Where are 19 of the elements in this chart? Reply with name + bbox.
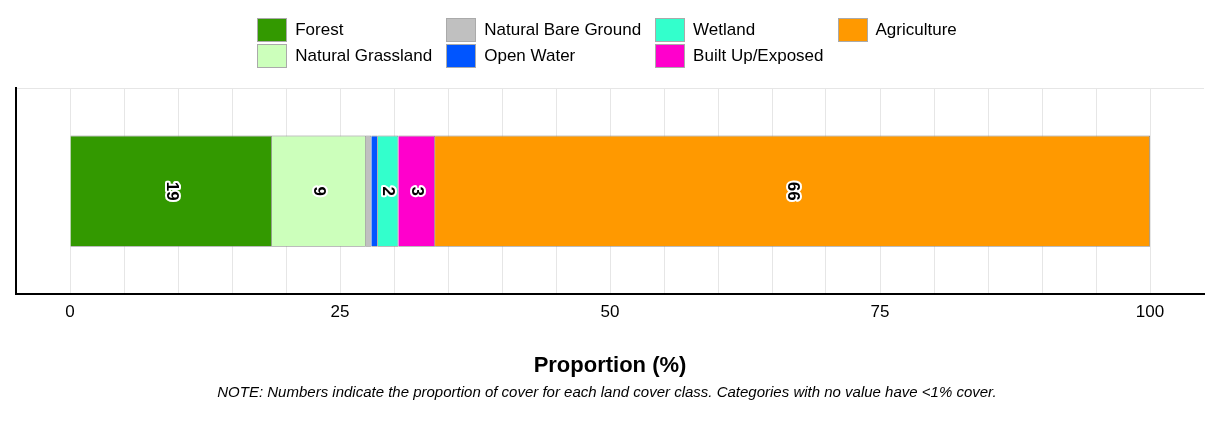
legend-label: Agriculture (875, 20, 957, 40)
x-tick-label: 50 (600, 302, 620, 322)
data-label: 2 (379, 186, 399, 196)
x-axis-title: Proportion (%) (533, 351, 687, 377)
x-tick-label: 25 (330, 302, 350, 322)
legend-label: Natural Bare Ground (484, 20, 642, 40)
x-tick-label: 0 (65, 302, 75, 322)
legend-label: Forest (295, 20, 344, 40)
data-label: 66 (783, 181, 803, 201)
data-label: 3 (407, 186, 427, 196)
legend-label: Wetland (693, 20, 756, 40)
data-label: 9 (310, 186, 330, 196)
x-tick-label: 100 (1135, 302, 1165, 322)
legend-label: Built Up/Exposed (693, 46, 824, 66)
data-label: 19 (162, 181, 182, 201)
x-tick-label: 75 (870, 302, 890, 322)
text: NOTE: Numbers indicate the proportion of cover for each land cover class. Categories with no value have <1% cover. (216, 383, 998, 400)
legend-label: Natural Grassland (295, 46, 433, 66)
legend-label: Open Water (484, 46, 576, 66)
